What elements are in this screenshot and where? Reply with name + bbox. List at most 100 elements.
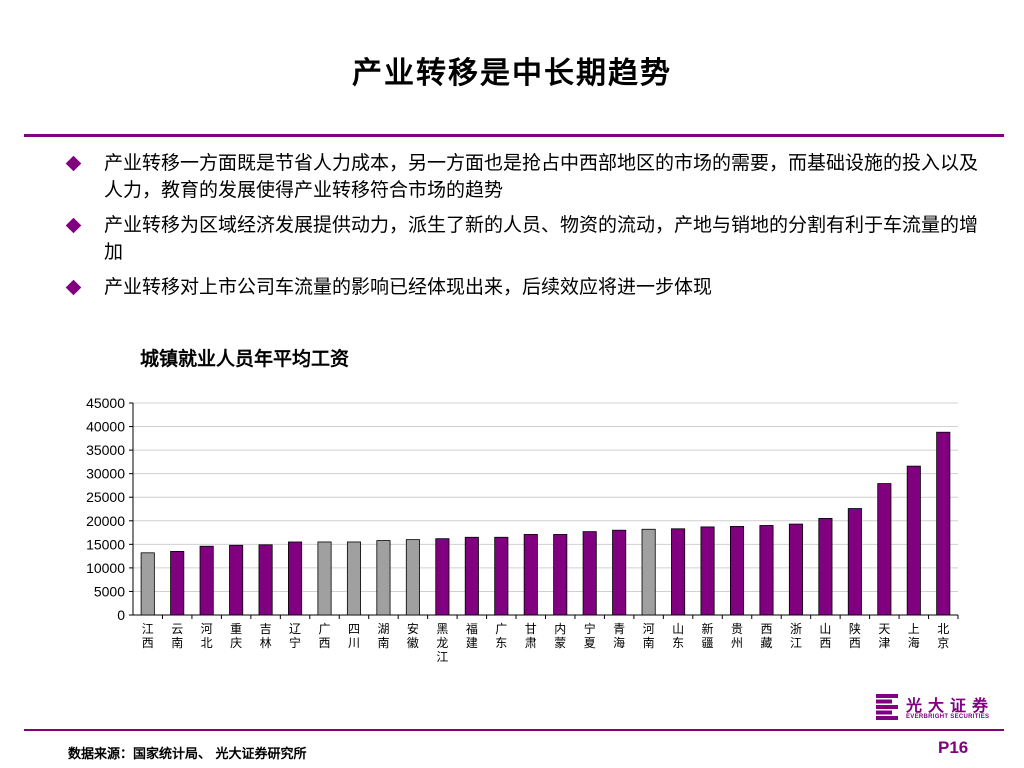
x-tick-label: 内 (554, 622, 566, 636)
bar (140, 552, 155, 616)
y-tick-label: 45000 (86, 395, 125, 411)
bullet-item: 产业转移为区域经济发展提供动力，派生了新的人员、物资的流动，产地与销地的分割有利… (62, 212, 992, 266)
logo-chinese-name: 光大证券 (906, 696, 995, 715)
y-tick-label: 10000 (86, 560, 125, 576)
x-tick-label: 山 (819, 622, 831, 636)
bar (523, 534, 538, 616)
company-logo: 光大证券 EVERBRIGHT SECURITIES (872, 690, 1007, 724)
diamond-bullet-icon (65, 279, 82, 296)
x-tick-label: 黑 (436, 622, 448, 636)
bar (818, 518, 833, 616)
x-tick-label: 河 (643, 622, 655, 636)
page-number: P16 (938, 738, 969, 757)
bar (553, 534, 568, 616)
x-tick-label: 南 (377, 635, 389, 650)
x-tick-label: 贵 (731, 622, 743, 636)
everbright-logo-icon (876, 694, 898, 720)
x-tick-label: 宁 (584, 621, 596, 636)
bar (906, 465, 921, 616)
bar (729, 526, 745, 616)
bullet-text: 产业转移一方面既是节省人力成本，另一方面也是抢占中西部地区的市场的需要，而基础设… (104, 152, 979, 201)
x-tick-label: 西 (760, 622, 772, 636)
x-tick-label: 北 (201, 636, 213, 650)
bar (582, 531, 597, 616)
bullet-list: 产业转移一方面既是节省人力成本，另一方面也是抢占中西部地区的市场的需要，而基础设… (62, 150, 992, 309)
x-tick-label: 林 (260, 636, 272, 650)
x-tick-label: 福 (466, 621, 478, 636)
bar-chart: 0 5000 10000 15000 20000 25000 30000 35000 40000… (86, 395, 959, 664)
x-tick-label: 湖 (377, 621, 389, 636)
bullet-item: 产业转移一方面既是节省人力成本，另一方面也是抢占中西部地区的市场的需要，而基础设… (62, 150, 992, 204)
x-tick-label: 西 (819, 636, 831, 650)
slide-title: 产业转移是中长期趋势 (352, 56, 672, 91)
bar (229, 544, 244, 616)
footer-divider (24, 729, 1004, 731)
bar (170, 550, 185, 616)
x-tick-label: 肃 (525, 636, 537, 650)
bar (936, 431, 951, 616)
x-tick-label: 河 (201, 622, 213, 636)
bullet-item: 产业转移对上市公司车流量的影响已经体现出来，后续效应将进一步体现 (62, 274, 992, 301)
x-tick-label: 北 (937, 622, 949, 636)
x-tick-label: 天 (878, 622, 890, 636)
bar (258, 544, 273, 616)
x-tick-label: 建 (466, 636, 478, 650)
x-tick-label: 津 (878, 636, 890, 650)
x-tick-label: 山 (672, 622, 684, 636)
x-tick-label: 四 (348, 622, 360, 636)
bar (788, 523, 803, 616)
bullet-text: 产业转移为区域经济发展提供动力，派生了新的人员、物资的流动，产地与销地的分割有利… (104, 214, 979, 263)
x-tick-label: 浙 (790, 622, 802, 636)
data-source: 数据来源：国家统计局、 光大证券研究所 (68, 747, 307, 762)
x-tick-label: 甘 (525, 622, 537, 636)
x-tick-label: 广 (319, 622, 331, 636)
x-tick-label: 江 (790, 636, 802, 650)
y-tick-label: 40000 (86, 419, 125, 435)
x-tick-label: 重 (230, 622, 242, 636)
x-tick-label: 庆 (230, 636, 242, 650)
x-tick-label: 南 (171, 635, 183, 650)
y-tick-label: 25000 (86, 489, 125, 505)
bar (877, 483, 892, 616)
bar (612, 529, 627, 616)
bar (700, 526, 715, 616)
x-tick-label: 江 (436, 650, 448, 664)
x-tick-label: 吉 (260, 622, 272, 636)
x-tick-label: 徽 (407, 635, 419, 650)
x-tick-label: 安 (407, 621, 419, 636)
x-tick-label: 南 (643, 635, 655, 650)
x-tick-label: 海 (908, 635, 920, 650)
x-tick-label: 疆 (702, 636, 714, 650)
y-tick-label: 35000 (86, 442, 125, 458)
x-tick-label: 西 (849, 636, 861, 650)
y-tick-label: 5000 (94, 583, 125, 599)
bar (376, 540, 391, 616)
diamond-bullet-icon (65, 217, 82, 234)
bullet-text: 产业转移对上市公司车流量的影响已经体现出来，后续效应将进一步体现 (104, 276, 713, 298)
x-tick-label: 西 (142, 636, 154, 650)
x-tick-label: 东 (672, 636, 684, 650)
bar (199, 545, 214, 616)
x-tick-label: 龙 (436, 636, 448, 650)
x-tick-label: 江 (142, 622, 154, 636)
x-tick-label: 海 (613, 635, 625, 650)
bar (847, 508, 862, 616)
bar (641, 528, 656, 616)
x-tick-label: 州 (731, 636, 743, 650)
x-tick-label: 陕 (849, 621, 861, 636)
y-tick-label: 20000 (86, 513, 125, 529)
logo-english-name: EVERBRIGHT SECURITIES (906, 714, 990, 720)
x-tick-label: 宁 (289, 635, 301, 650)
bar (317, 541, 332, 616)
y-tick-label: 15000 (86, 536, 125, 552)
bar (435, 538, 450, 616)
x-tick-label: 辽 (289, 622, 301, 636)
x-tick-label: 青 (613, 622, 625, 636)
x-tick-label: 上 (908, 622, 920, 636)
bar (288, 541, 303, 616)
y-tick-label: 0 (117, 607, 125, 623)
diamond-bullet-icon (65, 155, 82, 172)
bar (494, 536, 509, 616)
bar (671, 528, 686, 616)
chart-title: 城镇就业人员年平均工资 (140, 348, 350, 370)
